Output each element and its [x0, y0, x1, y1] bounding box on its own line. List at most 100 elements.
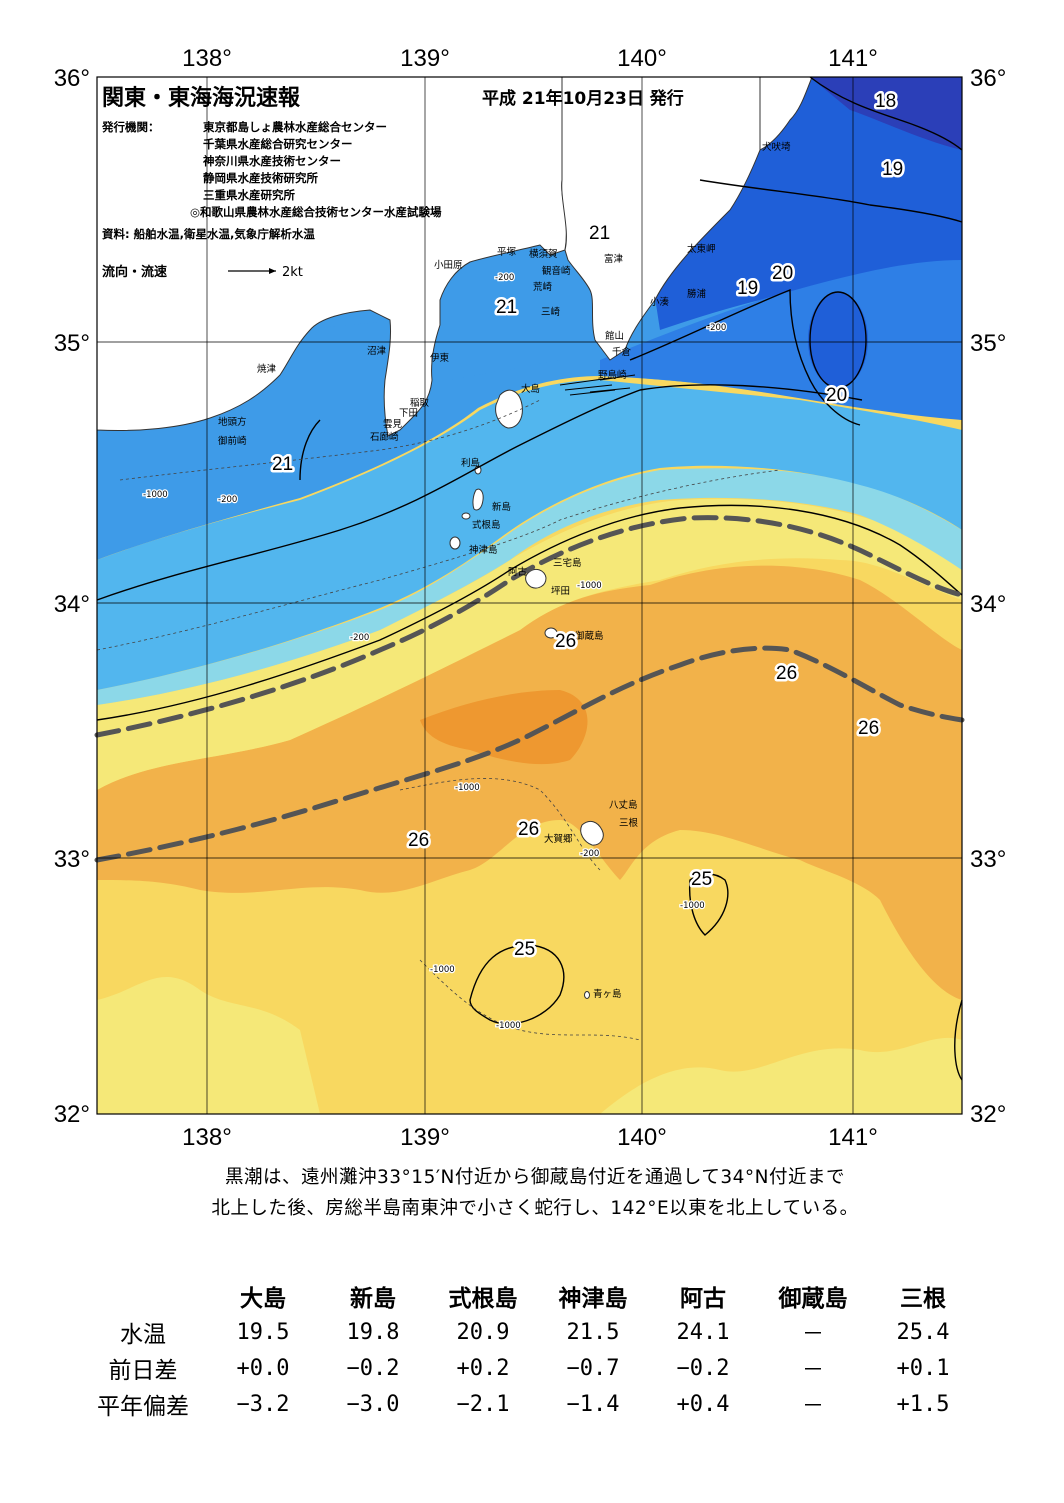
table-cell: 19.8	[346, 1319, 400, 1345]
island-aogashima	[584, 991, 590, 999]
island-oshima	[495, 389, 523, 429]
place-label: 野島崎	[598, 369, 627, 381]
lat-tick-36: 36°	[54, 65, 90, 92]
isotherm-label: 20	[772, 263, 793, 284]
isotherm-label: 19	[737, 278, 758, 299]
depth-label: -1000	[680, 901, 705, 911]
zone-18	[810, 77, 962, 150]
table-cell: －	[801, 1358, 824, 1383]
place-label: 富津	[604, 253, 624, 265]
warm-core-20	[808, 292, 868, 388]
lon-tick-141: 141°	[828, 45, 878, 72]
isotherm-21	[96, 384, 863, 601]
zone-20	[600, 240, 962, 420]
isotherm-20	[629, 288, 861, 426]
lon-tick-140: 140°	[617, 45, 667, 72]
map-title: 関東・東海海況速報	[102, 85, 301, 111]
isotherm-label: 25	[514, 939, 535, 960]
place-label: 坪田	[551, 585, 570, 597]
isotherm-25-edge	[954, 999, 963, 1081]
zone-24	[97, 498, 962, 790]
place-label: 伊東	[430, 352, 450, 364]
station-header: 式根島	[448, 1286, 518, 1312]
lat-tick-35: 35°	[54, 330, 90, 357]
table-cell: +0.2	[456, 1355, 510, 1381]
table-cell: 20.9	[456, 1319, 510, 1345]
place-label: 観音崎	[542, 265, 571, 277]
place-label: 青ヶ島	[593, 988, 622, 1000]
table-cell: −1.4	[566, 1391, 620, 1417]
row-label: 平年偏差	[97, 1394, 189, 1420]
sea-temperature-map: 138° 139° 140° 141° 138° 139° 140° 141° …	[54, 45, 1007, 1151]
station-header: 神津島	[558, 1286, 628, 1312]
issue-date: 平成 21年10月23日 発行	[482, 88, 684, 109]
data-sources: 資料: 船舶水温,衛星水温,気象庁解析水温	[102, 227, 315, 241]
kuroshio-axis	[94, 645, 965, 863]
isotherm-label: 25	[691, 869, 712, 890]
station-header: 阿古	[680, 1286, 726, 1312]
table-cell: 19.5	[236, 1319, 290, 1345]
lat-tick-32: 32°	[54, 1101, 90, 1128]
zone-suruga	[300, 320, 400, 430]
depth-1000-c	[419, 959, 641, 1041]
land-honshu-west	[96, 76, 567, 437]
place-label: 新島	[492, 501, 511, 513]
place-label: 小湊	[650, 296, 670, 308]
island-shikinejima	[461, 512, 471, 520]
table-cell: −0.2	[346, 1355, 400, 1381]
isotherm-25-east	[688, 873, 729, 936]
place-label: 石廊崎	[370, 431, 399, 443]
isotherm-label: 19	[882, 159, 903, 180]
place-label: 神津島	[469, 544, 498, 556]
place-label: 太東岬	[687, 243, 716, 255]
table-cell: 21.5	[566, 1319, 620, 1345]
table-cell: +0.4	[676, 1391, 730, 1417]
depth-label: -200	[218, 495, 237, 505]
depth-contours	[96, 399, 781, 1041]
zone-24-se	[600, 1037, 962, 1114]
place-label: 勝浦	[687, 288, 707, 300]
flow-arrows	[559, 374, 636, 396]
isotherm-19	[699, 179, 963, 223]
publisher-5: ◎和歌山県農林水産総合技術センター水産試験場	[190, 205, 442, 219]
place-label: 千倉	[612, 346, 632, 358]
table-corner	[78, 1278, 208, 1314]
flow-legend-label: 流向・流速	[102, 264, 167, 280]
place-label: 稲取	[410, 397, 430, 409]
table-cell: −3.0	[346, 1391, 400, 1417]
place-label: 御前崎	[218, 435, 247, 447]
publisher-2: 神奈川県水産技術センター	[203, 154, 341, 168]
summary-line-1: 黒潮は、遠州灘沖33°15′N付近から御蔵島付近を通過して34°N付近まで	[225, 1167, 845, 1188]
row-label: 前日差	[108, 1358, 178, 1384]
island-miyakejima	[525, 568, 547, 589]
place-label: 阿古	[508, 566, 528, 578]
table-cell: 24.1	[676, 1319, 730, 1345]
lat-tick-33: 33°	[54, 846, 90, 873]
isotherm-21-suruga	[299, 419, 321, 481]
place-label: 三根	[619, 817, 639, 829]
isotherm-label: 26	[858, 718, 879, 739]
isotherm-label: 18	[875, 91, 896, 112]
lat-tick-32-r: 32°	[970, 1101, 1006, 1128]
depth-label: -1000	[496, 1021, 521, 1031]
lon-tick-141-b: 141°	[828, 1124, 878, 1151]
place-label: 地頭方	[218, 416, 247, 428]
lon-tick-139-b: 139°	[400, 1124, 450, 1151]
isotherm-18	[809, 76, 963, 151]
island-hachijojima	[580, 820, 604, 846]
place-label: 下田	[399, 408, 418, 419]
zone-24-sw	[97, 977, 320, 1114]
table-row: 平年偏差 −3.2 −3.0 −2.1 −1.4 +0.4 － +1.5	[78, 1386, 978, 1422]
station-header: 新島	[350, 1286, 396, 1312]
island-niijima	[472, 488, 484, 511]
depth-label: -1000	[430, 965, 455, 975]
table-cell: －	[801, 1322, 824, 1347]
observation-table: 大島 新島 式根島 神津島 阿古 御蔵島 三根 水温 19.5 19.8 20.…	[78, 1278, 978, 1422]
lon-ticks-top: 138° 139° 140° 141°	[182, 45, 878, 72]
lon-tick-138-b: 138°	[182, 1124, 232, 1151]
place-label: 御蔵島	[575, 630, 604, 642]
place-label: 沼津	[367, 346, 387, 357]
lon-tick-140-b: 140°	[617, 1124, 667, 1151]
place-label: 八丈島	[609, 799, 638, 811]
place-label: 館山	[605, 330, 624, 342]
